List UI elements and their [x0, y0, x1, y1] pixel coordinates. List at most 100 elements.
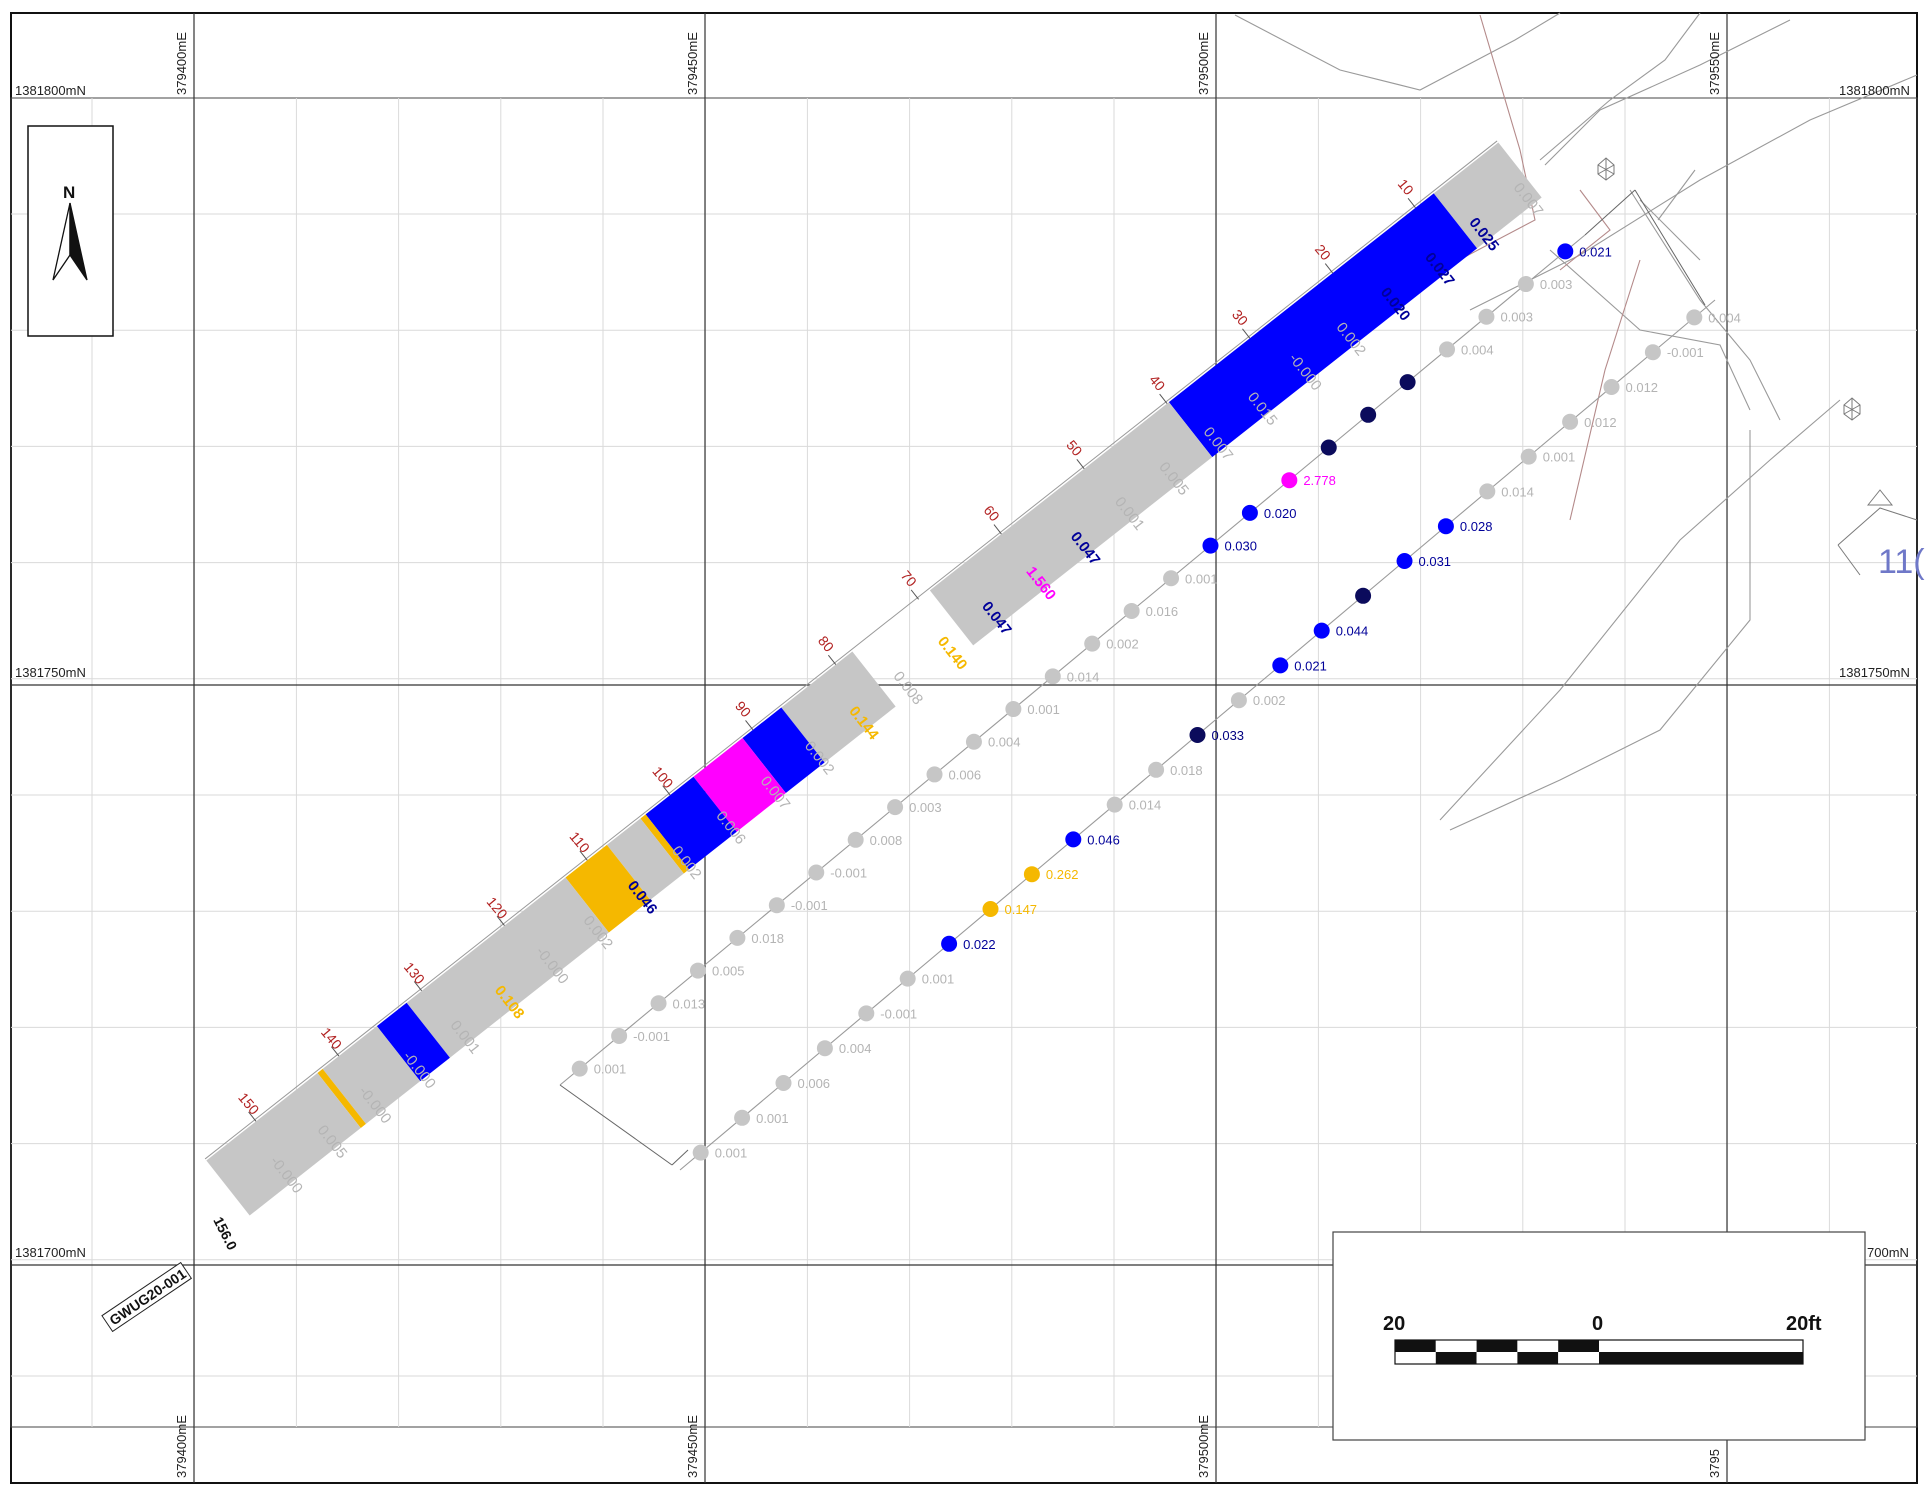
sample-value: 0.030	[1224, 539, 1257, 554]
property-lines	[1439, 14, 1641, 521]
sample-point	[1439, 341, 1456, 358]
scale-bar-cell	[1476, 1340, 1518, 1352]
sample-point	[1520, 448, 1537, 465]
partial-contour-label: 11(	[1878, 543, 1925, 581]
sample-value: 0.147	[1005, 902, 1038, 917]
sample-point	[1148, 761, 1165, 778]
sample-point	[1044, 668, 1061, 685]
sample-point	[611, 1027, 628, 1044]
depth-label: 140	[318, 1024, 345, 1052]
hole-interval	[640, 814, 689, 874]
sample-value: 0.006	[798, 1076, 831, 1091]
easting-label-bottom-3: 379500mE	[1196, 1415, 1211, 1478]
sample-value: 0.020	[1264, 506, 1297, 521]
sample-value: 0.004	[988, 735, 1021, 750]
depth-label: 90	[732, 698, 754, 720]
sample-value: 0.021	[1579, 244, 1612, 259]
scale-bar-left-label: 20	[1383, 1313, 1405, 1335]
depth-label: 50	[1063, 437, 1085, 459]
sample-value: 0.014	[1067, 669, 1100, 684]
depth-tick	[1407, 198, 1416, 209]
sample-point	[692, 1144, 709, 1161]
sample-point	[1479, 483, 1496, 500]
depth-tick	[579, 850, 588, 861]
sample-value: 0.005	[712, 964, 745, 979]
sample-value: 0.014	[1129, 798, 1162, 813]
northing-label-right-3: 700mN	[1867, 1245, 1909, 1260]
sample-value: 0.016	[1146, 604, 1179, 619]
northing-label-left-3: 1381700mN	[15, 1245, 86, 1260]
sample-line-connector	[1634, 189, 1706, 306]
sample-point	[982, 901, 999, 917]
hole-interval	[742, 707, 825, 794]
sample-point	[1123, 602, 1140, 619]
sample-value: 0.044	[1336, 624, 1369, 639]
sample-point	[1230, 692, 1247, 709]
sample-value: 0.262	[1046, 867, 1079, 882]
sample-point	[775, 1075, 792, 1091]
depth-label: 70	[898, 567, 920, 589]
sample-point	[1023, 866, 1040, 883]
sample-point	[1644, 344, 1661, 361]
scale-bar-cell	[1435, 1340, 1477, 1352]
sample-value: 0.001	[756, 1111, 789, 1126]
survey-markers	[1597, 157, 1918, 576]
sample-point	[1313, 622, 1330, 639]
sample-line-trace	[559, 234, 1586, 1086]
sample-value: -0.001	[880, 1006, 917, 1021]
sample-point	[1189, 727, 1206, 743]
sample-point	[1396, 553, 1413, 569]
sample-value: 0.003	[1500, 310, 1533, 325]
sample-point	[847, 831, 864, 848]
sample-point	[887, 799, 904, 816]
northing-label-left-1: 1381800mN	[15, 83, 86, 98]
hole-interval	[781, 651, 896, 763]
depth-tick	[1159, 393, 1168, 404]
depth-label: 20	[1312, 241, 1334, 263]
scale-bar-cell	[1599, 1352, 1803, 1364]
sample-value: 0.006	[949, 767, 982, 782]
sample-point	[689, 962, 706, 979]
depth-tick	[745, 720, 754, 731]
depth-label: 100	[649, 763, 676, 791]
scale-bar-cells	[1395, 1340, 1803, 1364]
depth-label: 110	[566, 828, 593, 856]
hole-interval	[406, 877, 609, 1058]
sample-point	[941, 935, 958, 952]
easting-label-bottom-2: 379450mE	[685, 1415, 700, 1478]
hole-id-label: GWUG20-001	[101, 1261, 193, 1333]
sample-line-connector	[559, 1084, 673, 1166]
northing-label-right-1: 1381800mN	[1839, 83, 1910, 98]
sample-point	[650, 995, 667, 1012]
sample-point	[816, 1040, 833, 1057]
easting-label-top-1: 379400mE	[174, 32, 189, 95]
northing-label-right-2: 1381750mN	[1839, 665, 1910, 680]
map-inner-frame	[10, 97, 1918, 1428]
sample-value: 0.004	[1708, 310, 1741, 325]
sample-point	[768, 897, 785, 914]
sample-value: 0.001	[922, 972, 955, 987]
depth-tick	[1242, 328, 1251, 339]
easting-label-bottom-4: 3795	[1707, 1449, 1722, 1478]
scale-bar-cell	[1599, 1340, 1803, 1352]
sample-value: 0.028	[1460, 519, 1493, 534]
sample-value: 0.018	[751, 931, 784, 946]
sample-value: 0.033	[1212, 728, 1245, 743]
depth-tick	[910, 589, 919, 600]
sample-point	[1084, 635, 1101, 652]
sample-value: 0.003	[1540, 277, 1573, 292]
hole-end-depth: 156.0	[210, 1214, 240, 1253]
sample-value: 0.046	[1087, 832, 1120, 847]
sample-value: 0.001	[594, 1062, 627, 1077]
scale-bar-mid-label: 0	[1592, 1313, 1603, 1335]
topo-contours	[1234, 12, 1918, 831]
hole-interval	[929, 402, 1213, 646]
sample-value: 0.001	[1185, 571, 1218, 586]
north-arrow: N	[27, 125, 114, 337]
scale-bar-cell	[1517, 1352, 1559, 1364]
easting-label-top-4: 379550mE	[1707, 32, 1722, 95]
scale-bar-cell	[1558, 1352, 1599, 1364]
sample-value: 0.001	[1027, 702, 1060, 717]
sample-value: 0.021	[1294, 658, 1327, 673]
sample-value: 0.004	[839, 1041, 872, 1056]
